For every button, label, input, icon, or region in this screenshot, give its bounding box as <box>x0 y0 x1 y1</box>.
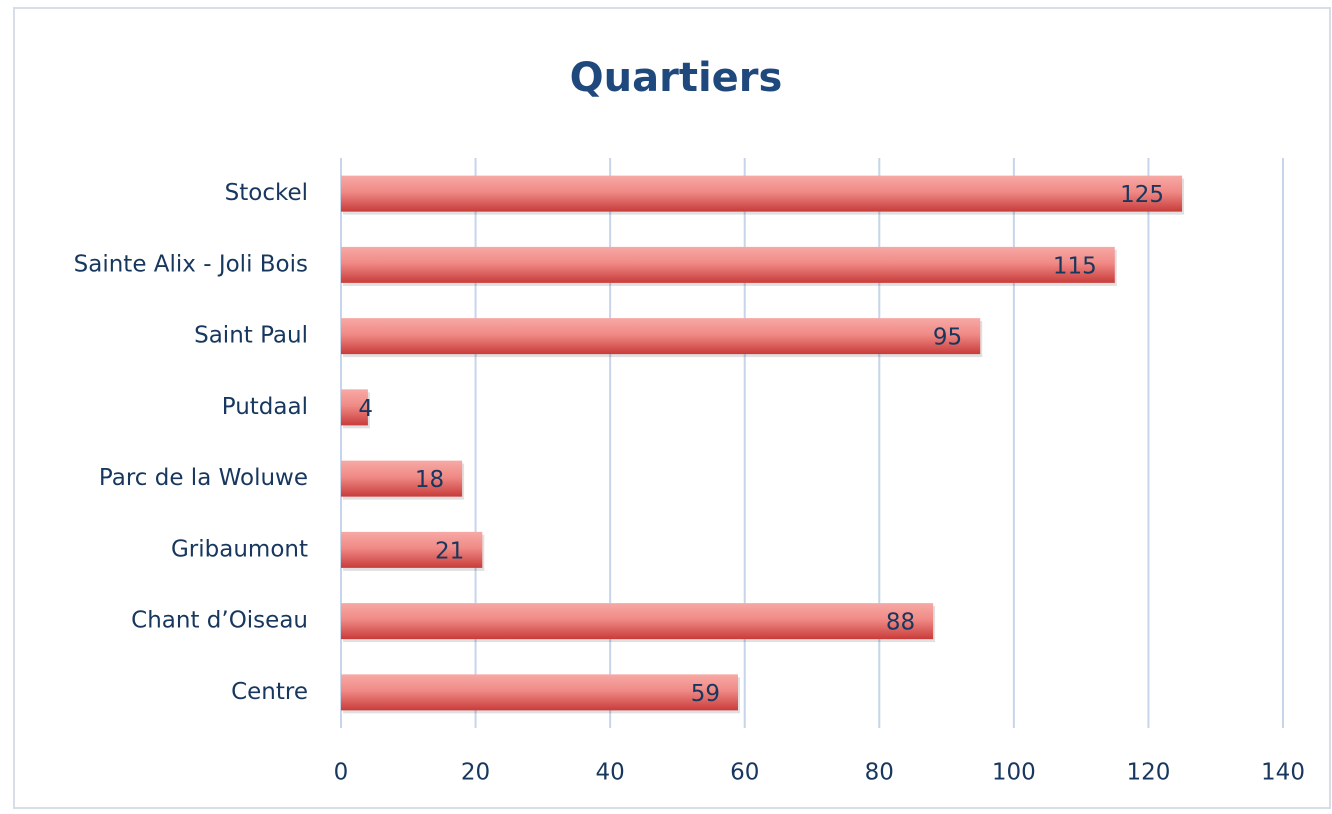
x-tick-label: 20 <box>461 760 490 786</box>
data-label: 4 <box>358 396 373 422</box>
data-label: 21 <box>435 538 464 564</box>
data-label: 115 <box>1053 253 1097 279</box>
x-tick-label: 0 <box>334 760 349 786</box>
x-tick-label: 40 <box>596 760 625 786</box>
y-tick-label: Centre <box>231 679 308 705</box>
bar <box>341 603 934 640</box>
bar <box>341 246 1115 283</box>
data-label: 125 <box>1120 182 1164 208</box>
bar <box>341 531 483 568</box>
y-tick-label: Saint Paul <box>194 323 308 349</box>
bar <box>341 175 1183 212</box>
bar <box>341 389 368 426</box>
y-tick-label: Gribaumont <box>171 536 308 562</box>
data-label: 88 <box>886 610 915 636</box>
x-tick-label: 100 <box>992 760 1036 786</box>
bar <box>341 460 463 497</box>
bar <box>341 674 738 711</box>
y-tick-label: Sainte Alix - Joli Bois <box>74 251 308 277</box>
chart-title: Quartiers <box>570 55 783 101</box>
data-label: 95 <box>933 325 962 351</box>
x-tick-label: 80 <box>865 760 894 786</box>
x-tick-label: 120 <box>1126 760 1170 786</box>
y-tick-label: Putdaal <box>222 394 308 420</box>
y-tick-label: Parc de la Woluwe <box>99 465 308 491</box>
x-tick-label: 140 <box>1261 760 1305 786</box>
data-label: 59 <box>691 681 720 707</box>
bar <box>341 318 981 355</box>
y-tick-label: Chant d’Oiseau <box>131 608 308 634</box>
y-tick-label: Stockel <box>225 180 308 206</box>
data-label: 18 <box>415 467 444 493</box>
x-tick-label: 60 <box>730 760 759 786</box>
